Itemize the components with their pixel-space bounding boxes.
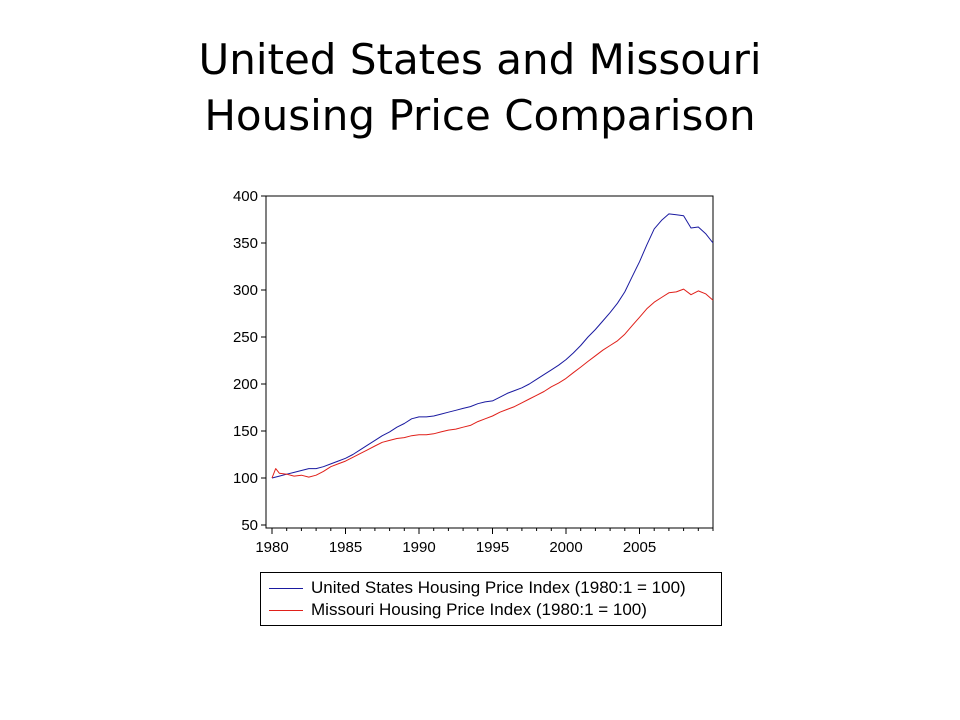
y-tick-label: 100 — [233, 470, 258, 487]
x-tick-label: 1985 — [329, 539, 362, 556]
legend-entry-missouri: Missouri Housing Price Index (1980:1 = 1… — [269, 599, 647, 621]
legend-entry-us: United States Housing Price Index (1980:… — [269, 577, 686, 599]
slide-title-line-1: United States and Missouri — [198, 35, 762, 84]
legend-swatch-us — [269, 587, 303, 589]
y-tick-label: 400 — [233, 188, 258, 205]
y-tick-label: 350 — [233, 235, 258, 252]
series-line-missouri — [271, 288, 714, 479]
x-tick-label: 1995 — [476, 539, 509, 556]
x-tick-label: 1980 — [255, 539, 288, 556]
legend-swatch-missouri — [269, 609, 303, 611]
y-tick-label: 200 — [233, 376, 258, 393]
y-tick-label: 150 — [233, 423, 258, 440]
chart-legend: United States Housing Price Index (1980:… — [260, 572, 722, 626]
plot-frame — [265, 195, 714, 529]
slide-title-line-2: Housing Price Comparison — [204, 91, 756, 140]
legend-label-missouri: Missouri Housing Price Index (1980:1 = 1… — [311, 600, 647, 619]
y-tick-label: 300 — [233, 282, 258, 299]
x-tick-label: 1990 — [402, 539, 435, 556]
slide-title: United States and Missouri Housing Price… — [0, 32, 960, 144]
y-tick-label: 250 — [233, 329, 258, 346]
y-tick-label: 50 — [241, 517, 258, 534]
x-axis-ticks: 1980 1985 1990 1995 2000 2005 — [255, 528, 714, 556]
legend-label-us: United States Housing Price Index (1980:… — [311, 578, 686, 597]
x-tick-label: 2000 — [549, 539, 582, 556]
series-line-united-states — [271, 213, 714, 479]
y-axis-ticks: 50 100 150 200 250 300 350 400 — [233, 188, 266, 534]
x-tick-label: 2005 — [623, 539, 656, 556]
series-lines — [271, 213, 714, 479]
